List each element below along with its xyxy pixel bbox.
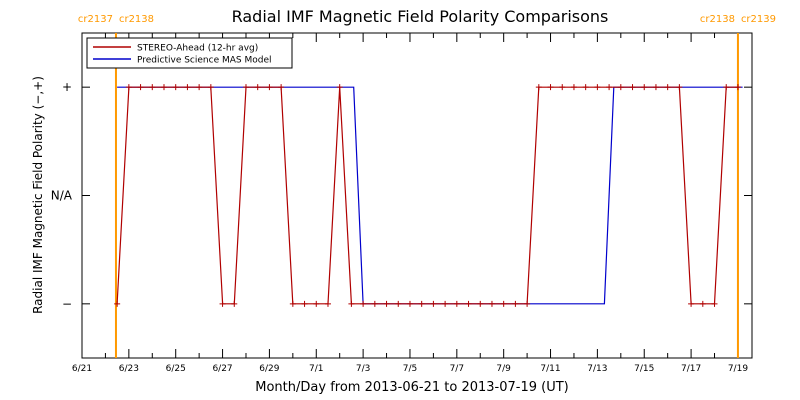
stereo-ahead-point — [301, 300, 308, 307]
legend-box — [86, 37, 293, 69]
stereo-ahead-point — [172, 84, 179, 91]
stereo-ahead-point — [114, 300, 121, 307]
stereo-ahead-point — [652, 84, 659, 91]
plot-area: + N/A − 6/21 6/23 6/25 6/27 6/29 7/1 7/3 7/5 7/7 7/9… — [51, 14, 776, 374]
stereo-ahead-point — [336, 84, 343, 91]
stereo-ahead-point — [699, 300, 706, 307]
stereo-ahead-point — [160, 84, 167, 91]
stereo-ahead-point — [219, 300, 226, 307]
stereo-ahead-point — [512, 300, 519, 307]
stereo-ahead-point — [395, 300, 402, 307]
stereo-ahead-point — [723, 84, 730, 91]
carrington-label-left: cr2138 — [700, 14, 735, 25]
stereo-ahead-point — [606, 84, 613, 91]
stereo-ahead-point — [500, 300, 507, 307]
x-tick-label: 7/3 — [356, 364, 370, 374]
stereo-ahead-point — [278, 84, 285, 91]
x-tick-label: 7/9 — [496, 364, 511, 374]
stereo-ahead-point — [570, 84, 577, 91]
legend-entry-label: STEREO-Ahead (12-hr avg) — [137, 44, 258, 54]
x-tick-label: 7/19 — [728, 364, 748, 374]
x-tick-label: 7/15 — [634, 364, 654, 374]
stereo-ahead-point — [477, 300, 484, 307]
x-tick-label: 6/23 — [119, 364, 139, 374]
stereo-ahead-point — [184, 84, 191, 91]
stereo-ahead-point — [676, 84, 683, 91]
x-tick-label: 7/1 — [309, 364, 323, 374]
x-axis-label: Month/Day from 2013-06-21 to 2013-07-19 … — [255, 380, 568, 395]
stereo-ahead-point — [207, 84, 214, 91]
x-tick-label: 6/27 — [212, 364, 232, 374]
stereo-ahead-point — [266, 84, 273, 91]
stereo-ahead-point — [488, 300, 495, 307]
stereo-ahead-point — [137, 84, 144, 91]
stereo-ahead-point — [711, 300, 718, 307]
stereo-ahead-point — [465, 300, 472, 307]
stereo-ahead-point — [289, 300, 296, 307]
x-tick-label: 6/21 — [72, 364, 92, 374]
stereo-ahead-point — [641, 84, 648, 91]
stereo-ahead-point — [547, 84, 554, 91]
y-tick-label: − — [62, 297, 72, 311]
carrington-label-left: cr2137 — [78, 14, 113, 25]
stereo-ahead-point — [453, 300, 460, 307]
stereo-ahead-point — [196, 84, 203, 91]
stereo-ahead-point — [125, 84, 132, 91]
x-tick-label: 7/13 — [587, 364, 607, 374]
stereo-ahead-point — [149, 84, 156, 91]
stereo-ahead-point — [418, 300, 425, 307]
stereo-ahead-point — [231, 300, 238, 307]
y-axis-label: Radial IMF Magnetic Field Polarity (−,+) — [31, 76, 45, 314]
legend-entry-label: Predictive Science MAS Model — [137, 56, 272, 66]
stereo-ahead-point — [535, 84, 542, 91]
stereo-ahead-point — [348, 300, 355, 307]
stereo-ahead-point — [313, 300, 320, 307]
stereo-ahead-point — [594, 84, 601, 91]
stereo-ahead-point — [582, 84, 589, 91]
stereo-ahead-point — [430, 300, 437, 307]
stereo-ahead-point — [442, 300, 449, 307]
stereo-ahead-point — [629, 84, 636, 91]
x-tick-label: 6/29 — [259, 364, 279, 374]
stereo-ahead-point — [254, 84, 261, 91]
x-tick-label: 7/5 — [403, 364, 417, 374]
stereo-ahead-point — [688, 300, 695, 307]
stereo-ahead-point — [383, 300, 390, 307]
carrington-label-right: cr2138 — [119, 14, 154, 25]
stereo-ahead-point — [559, 84, 566, 91]
stereo-ahead-point — [371, 300, 378, 307]
x-tick-label: 7/7 — [450, 364, 464, 374]
stereo-ahead-point — [664, 84, 671, 91]
x-tick-label: 6/25 — [166, 364, 186, 374]
x-tick-label: 7/17 — [681, 364, 701, 374]
x-tick-label: 7/11 — [540, 364, 560, 374]
stereo-ahead-point — [406, 300, 413, 307]
carrington-label-right: cr2139 — [741, 14, 776, 25]
stereo-ahead-point — [524, 300, 531, 307]
y-tick-label: N/A — [51, 189, 73, 203]
stereo-ahead-point — [324, 300, 331, 307]
chart-title: Radial IMF Magnetic Field Polarity Compa… — [232, 7, 609, 26]
y-tick-label: + — [62, 80, 72, 94]
stereo-ahead-point — [734, 84, 741, 91]
stereo-ahead-point — [617, 84, 624, 91]
stereo-ahead-point — [242, 84, 249, 91]
stereo-ahead-point — [360, 300, 367, 307]
